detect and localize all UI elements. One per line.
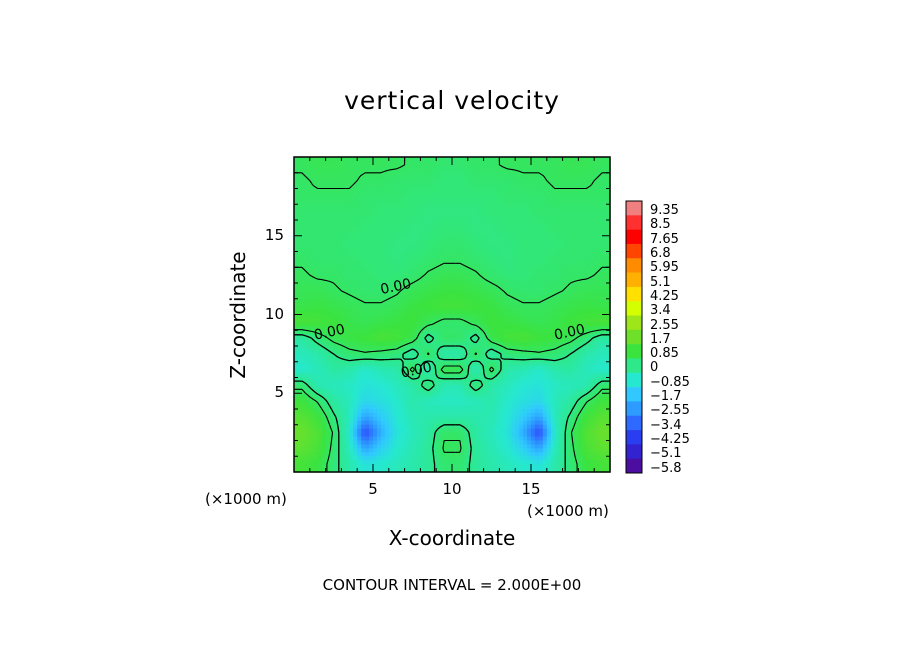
colorbar-tick-label: −0.85 xyxy=(650,374,690,390)
colorbar-swatch xyxy=(626,286,642,302)
x-axis-label: X-coordinate xyxy=(388,526,516,550)
colorbar-swatch xyxy=(626,358,642,374)
colorbar-tick-label: 5.1 xyxy=(650,274,671,290)
colorbar-swatch xyxy=(626,430,642,445)
colorbar-tick-label: −1.7 xyxy=(650,389,682,405)
colorbar-tick-label: 9.35 xyxy=(650,203,679,218)
colorbar-tick-label: −2.55 xyxy=(650,403,690,419)
colorbar-tick-label: 3.4 xyxy=(650,303,671,319)
colorbar-swatch xyxy=(626,444,642,459)
y-tick-label: 5 xyxy=(274,383,284,402)
colorbar-tick-label: 4.25 xyxy=(650,288,679,304)
colorbar-swatch xyxy=(626,301,642,316)
colorbar-swatch xyxy=(626,243,642,259)
colorbar-swatch xyxy=(626,272,642,288)
colorbar-tick-label: 2.55 xyxy=(650,317,679,333)
colorbar-swatch xyxy=(626,372,642,388)
colorbar-tick-label: −3.4 xyxy=(650,417,682,433)
colorbar-swatch xyxy=(626,329,642,345)
colorbar-swatch xyxy=(626,315,642,331)
y-axis-unit: (×1000 m) xyxy=(205,490,287,508)
colorbar-swatch xyxy=(626,458,642,474)
contour-label: 0.00 xyxy=(313,322,347,344)
colorbar-tick-label: 0 xyxy=(650,360,659,376)
colorbar-swatch xyxy=(626,344,642,359)
colorbar xyxy=(625,200,643,474)
x-tick-label: 5 xyxy=(368,480,378,498)
y-tick-label: 15 xyxy=(264,225,284,244)
colorbar-swatch xyxy=(626,387,642,402)
contour-labels: 0.00 0.00 0.00 0.00 xyxy=(313,276,587,382)
colorbar-swatch xyxy=(626,415,642,431)
colorbar-swatch xyxy=(626,201,642,216)
colorbar-tick-label: 7.65 xyxy=(650,231,679,247)
colorbar-tick-label: 0.85 xyxy=(650,346,679,362)
y-tick-label: 10 xyxy=(264,304,284,323)
colorbar-swatch xyxy=(626,229,642,245)
heatmap-field xyxy=(294,157,611,473)
contour-label: 0.00 xyxy=(379,276,413,298)
axis-ticks xyxy=(294,157,610,472)
colorbar-tick-label: −4.25 xyxy=(650,432,690,448)
colorbar-tick-label: −5.1 xyxy=(650,446,682,462)
chart-title: vertical velocity xyxy=(344,86,560,115)
colorbar-tick-label: 5.95 xyxy=(650,260,679,276)
colorbar-tick-label: 1.7 xyxy=(650,331,671,347)
colorbar-swatch xyxy=(626,401,642,417)
colorbar-tick-label: 8.5 xyxy=(650,217,671,233)
zero-contour xyxy=(294,333,610,472)
x-axis-unit: (×1000 m) xyxy=(527,502,609,520)
colorbar-tick-label: −5.8 xyxy=(650,460,682,476)
colorbar-tick-label: 6.8 xyxy=(650,245,671,261)
colorbar-swatch xyxy=(626,215,642,230)
contour-interval-label: CONTOUR INTERVAL = 2.000E+00 xyxy=(322,576,582,594)
colorbar-frame xyxy=(625,200,643,474)
x-tick-label: 10 xyxy=(442,480,462,498)
x-tick-label: 15 xyxy=(521,480,541,498)
y-axis-label: Z-coordinate xyxy=(226,251,250,379)
colorbar-swatch xyxy=(626,258,642,273)
contour-label: 0.00 xyxy=(399,359,433,381)
contour-label: 0.00 xyxy=(553,322,587,344)
